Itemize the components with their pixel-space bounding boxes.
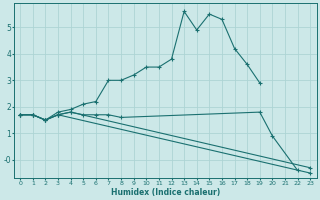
X-axis label: Humidex (Indice chaleur): Humidex (Indice chaleur) — [111, 188, 220, 197]
